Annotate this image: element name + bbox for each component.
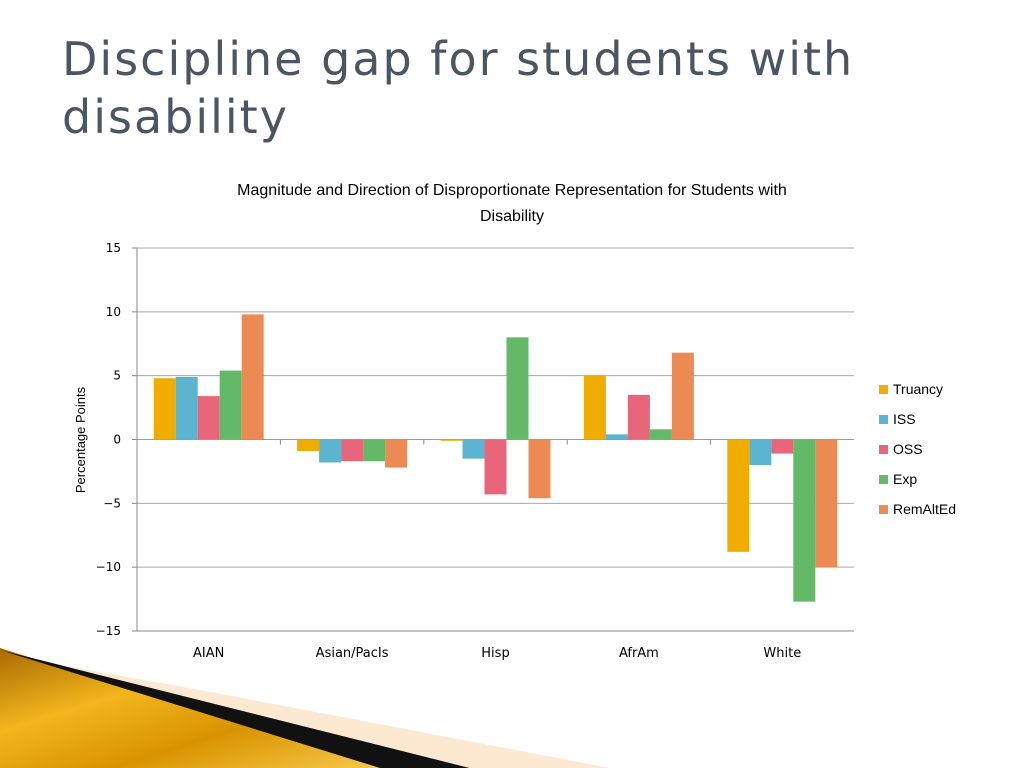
x-tick-label: Asian/PacIs [316, 646, 389, 661]
bar-exp-asianpacis [363, 439, 386, 462]
legend-label-truancy: Truancy [893, 381, 943, 397]
bars [153, 314, 838, 602]
y-tick-label: −15 [96, 624, 121, 638]
legend-label-remalted: RemAltEd [893, 501, 956, 517]
legend-swatch-truancy [879, 385, 888, 394]
legend-swatch-remalted [879, 505, 888, 514]
x-tick-label: AIAN [193, 646, 224, 661]
legend: Truancy ISS OSS Exp RemAltEd [879, 381, 956, 517]
bar-remalted-asianpacis [385, 439, 408, 468]
slide-title: Discipline gap for students with disabil… [62, 32, 855, 144]
bar-truancy-afram [583, 375, 606, 440]
bar-oss-asianpacis [341, 439, 364, 462]
y-tick-label: −10 [96, 560, 121, 574]
bar-oss-white [771, 439, 794, 454]
y-tick-labels: 15 10 5 0 −5 −10 −15 [96, 241, 121, 638]
y-axis-label: Percentage Points [73, 386, 88, 493]
chart-title-line-2: Disability [480, 208, 544, 225]
bar-remalted-aian [241, 314, 264, 440]
bar-truancy-aian [153, 378, 176, 440]
legend-swatch-exp [879, 475, 888, 484]
bar-exp-aian [219, 370, 242, 440]
y-tick-label: 10 [106, 305, 121, 319]
legend-label-iss: ISS [893, 411, 916, 427]
y-tick-label: −5 [103, 496, 121, 510]
x-tick-label: AfrAm [619, 646, 659, 661]
bar-iss-white [749, 439, 772, 466]
bar-iss-aian [175, 376, 198, 440]
legend-label-oss: OSS [893, 441, 923, 457]
y-tick-label: 5 [113, 369, 121, 383]
legend-label-exp: Exp [893, 471, 917, 487]
bar-oss-hisp [484, 439, 507, 495]
bar-truancy-white [727, 439, 750, 552]
chart-title-line-1: Magnitude and Direction of Disproportion… [237, 182, 787, 199]
bar-remalted-hisp [528, 439, 551, 499]
bar-exp-white [793, 439, 816, 602]
bar-iss-afram [605, 434, 628, 440]
x-tick-labels: AIAN Asian/PacIs Hisp AfrAm White [193, 646, 801, 661]
y-tick-label: 0 [113, 433, 121, 447]
legend-swatch-oss [879, 445, 888, 454]
y-tick-label: 15 [106, 241, 121, 255]
legend-swatch-iss [879, 415, 888, 424]
bar-remalted-white [815, 439, 838, 568]
bar-iss-asianpacis [319, 439, 342, 463]
bar-truancy-asianpacis [297, 439, 320, 451]
bar-exp-afram [649, 429, 672, 440]
bar-oss-aian [197, 396, 220, 440]
x-tick-label: White [763, 646, 801, 661]
x-axis [137, 439, 854, 632]
bar-oss-afram [627, 394, 650, 440]
bar-exp-hisp [506, 337, 529, 440]
bar-remalted-afram [671, 352, 694, 440]
x-tick-label: Hisp [481, 646, 509, 661]
bar-truancy-hisp [440, 439, 463, 441]
bar-iss-hisp [462, 439, 485, 459]
